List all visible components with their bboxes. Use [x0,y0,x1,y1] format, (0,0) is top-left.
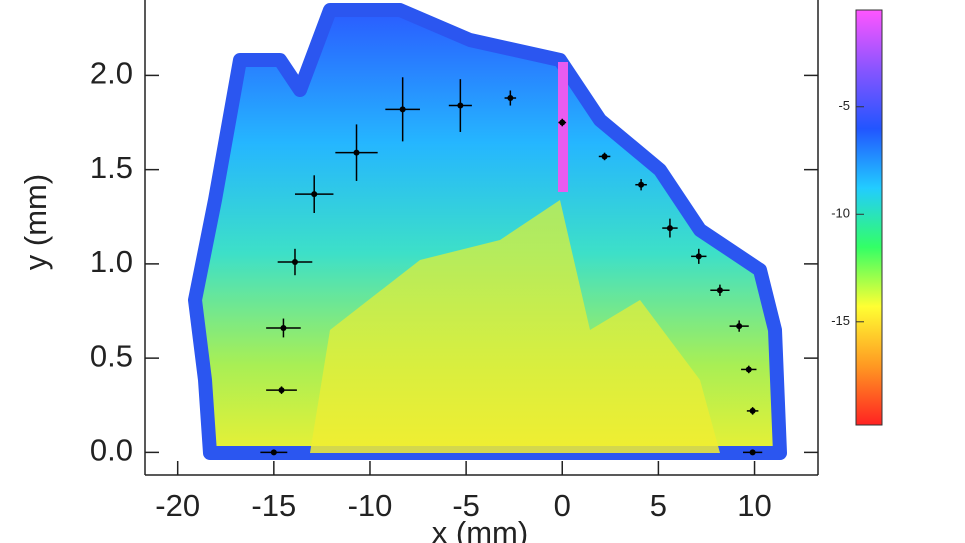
colorbar [855,9,883,426]
x-tick-label: -10 [348,488,393,523]
y-tick-label: 1.5 [90,150,133,185]
y-tick-label: 0.0 [90,433,133,468]
data-point [716,287,723,294]
data-point-group [662,218,678,238]
data-point-group [743,449,763,456]
data-point [311,191,318,198]
data-point-group [710,284,730,296]
data-point [270,449,277,456]
data-point [638,181,645,188]
data-point-group [635,179,647,191]
data-point-group [385,77,420,142]
x-tick-label: 10 [737,488,771,523]
colorbar-tick-label: -5 [838,98,850,113]
data-point-group [558,118,567,127]
data-point [278,387,285,394]
data-point-group [598,152,611,161]
data-point-group [294,175,334,213]
axes [144,0,819,476]
y-tick-label: 0.5 [90,338,133,373]
data-point [745,366,752,373]
data-point-group [741,365,757,374]
data-point [399,106,406,113]
data-point-group [277,248,313,276]
data-point-group [448,79,472,132]
data-point-group [504,90,517,106]
data-point [280,324,287,331]
data-point-group [335,124,378,181]
data-point [736,323,743,330]
x-axis-label: x (mm) [432,515,528,543]
data-point-group [266,386,297,394]
data-point [457,102,464,109]
colorbar-tick-label: -15 [831,313,850,328]
data-point [507,95,514,102]
data-point [666,225,673,232]
data-point-group [266,318,301,338]
data-point [559,119,566,126]
data-point-group [729,320,749,332]
data-point [749,449,756,456]
density-map [188,3,787,460]
data-point-group [260,449,288,456]
x-tick-label: 5 [650,488,667,523]
data-point [601,153,608,160]
x-tick-label: -5 [452,488,480,523]
x-tick-label: -15 [251,488,296,523]
y-tick-label: 2.0 [90,56,133,91]
density-core [310,200,720,453]
x-tick-label: 0 [554,488,571,523]
y-axis-label: y (mm) [18,174,53,270]
data-point-group [746,407,759,415]
density-streak [558,62,568,192]
data-point-group [691,248,707,264]
y-tick-label: 1.0 [90,244,133,279]
colorbar-tick-label: -10 [831,206,850,221]
data-point [749,407,756,414]
data-point [291,259,298,266]
data-point [353,149,360,156]
x-tick-label: -20 [155,488,200,523]
data-point [695,253,702,260]
